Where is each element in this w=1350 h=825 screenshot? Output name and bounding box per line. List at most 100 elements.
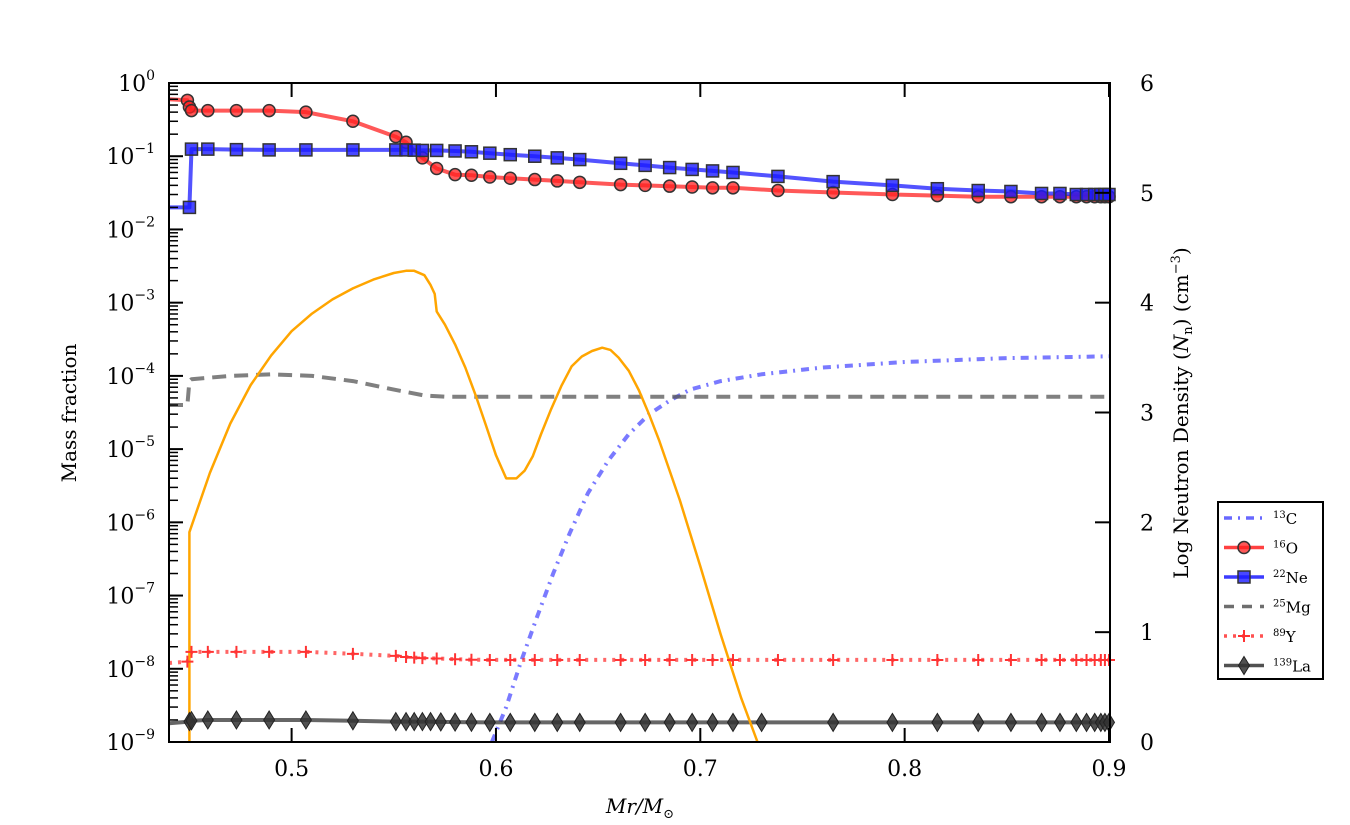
marker-139la (399, 711, 413, 732)
marker-22ne (1053, 186, 1067, 201)
marker-22ne (299, 143, 313, 157)
marker-16o (572, 175, 587, 190)
series-line-16o (169, 97, 1109, 199)
marker-89y (706, 653, 719, 666)
legend-label: 89Y (1273, 628, 1297, 646)
marker-139la (483, 712, 496, 733)
marker-89y (185, 645, 198, 658)
marker-22ne (685, 162, 699, 177)
marker-89y (639, 653, 652, 666)
y-left-tick-label: 10−2 (106, 214, 155, 243)
legend-label-element: La (1292, 658, 1311, 676)
marker-89y (416, 652, 429, 665)
marker-139la (827, 712, 840, 733)
y-right-tick-label: 5 (1140, 182, 1154, 207)
y-right-label-var: N (1169, 333, 1193, 353)
marker-139la (1070, 712, 1083, 733)
marker-22ne (464, 145, 479, 159)
marker-22ne (201, 142, 215, 156)
series-line-89y (169, 649, 1109, 665)
legend-marker-diamond (1237, 655, 1251, 676)
marker-89y (827, 653, 840, 666)
tick-base: 10 (106, 145, 134, 170)
marker-16o (429, 161, 444, 176)
marker-89y (528, 653, 541, 666)
series-line-13c (490, 354, 1110, 743)
marker-89y (727, 653, 739, 666)
marker-139la (299, 709, 312, 730)
marker-22ne (415, 143, 430, 158)
legend-frame (1217, 501, 1324, 680)
tick-base: 10 (106, 658, 134, 683)
marker-22ne (528, 149, 542, 163)
y-right-tick-label: 1 (1140, 621, 1154, 646)
tick-exponent: −8 (134, 654, 155, 670)
marker-139la (185, 710, 198, 731)
marker-layer (180, 93, 1116, 733)
marker-22ne (613, 156, 628, 171)
y-right-label-pre: Log Neutron Density ( (1169, 352, 1193, 578)
tick-exponent: 0 (146, 68, 155, 84)
marker-16o (705, 181, 720, 195)
marker-16o (503, 171, 518, 186)
marker-16o (346, 114, 360, 129)
tick-exponent: −3 (134, 288, 155, 304)
marker-139la (424, 711, 437, 732)
legend-label: 16O (1273, 540, 1298, 558)
x-tick-label: 0.7 (683, 757, 718, 782)
legend-label: 139La (1273, 658, 1311, 676)
tick-base: 10 (118, 72, 146, 97)
marker-139la (663, 712, 676, 733)
x-tick-label: 0.9 (1092, 757, 1127, 782)
marker-16o (638, 178, 652, 193)
y-left-tick-label: 10−8 (106, 654, 155, 683)
marker-16o (726, 181, 740, 195)
legend-label: 22Ne (1273, 569, 1308, 587)
marker-22ne (726, 165, 740, 180)
legend-marker-plus (1238, 630, 1250, 642)
legend-label-element: Mg (1286, 599, 1311, 617)
marker-139la (346, 710, 359, 731)
marker-139la (504, 712, 517, 733)
marker-139la (408, 711, 421, 732)
marker-89y (430, 652, 443, 665)
marker-89y (181, 655, 194, 668)
marker-139la (434, 711, 447, 732)
marker-22ne (930, 181, 945, 196)
marker-16o (771, 183, 785, 198)
plot-frame (168, 82, 1111, 743)
marker-22ne (1034, 186, 1049, 201)
marker-22ne (229, 142, 244, 157)
marker-16o (389, 129, 403, 144)
tick-exponent: −7 (134, 581, 155, 597)
x-axis-label-sub: ⊙ (663, 807, 674, 822)
y-left-tick-label: 10−9 (106, 727, 155, 756)
marker-16o (448, 167, 462, 182)
y-right-tick-label: 0 (1140, 731, 1154, 756)
marker-89y (663, 653, 676, 666)
marker-139la (931, 712, 944, 733)
marker-22ne (182, 200, 197, 215)
marker-22ne (346, 143, 360, 157)
legend-marker-square (1237, 570, 1251, 584)
marker-139la (886, 712, 899, 733)
y-left-tick-label: 10−7 (106, 581, 155, 610)
marker-89y (573, 653, 586, 666)
legend-item-89y: 89Y (1224, 628, 1297, 646)
marker-139la (639, 712, 652, 733)
tick-exponent: −6 (134, 507, 155, 523)
marker-22ne (662, 160, 677, 175)
tick-base: 10 (106, 365, 134, 390)
y-right-label-sup: −3 (1169, 255, 1184, 274)
y-right-axis-label: Log Neutron Density (Nn) (cm−3) (1169, 247, 1196, 578)
marker-139la (1004, 712, 1017, 733)
legend-item-139la: 139La (1224, 655, 1311, 676)
marker-22ne (503, 147, 518, 162)
marker-16o (229, 103, 244, 118)
marker-139la (449, 712, 462, 733)
marker-89y (1035, 653, 1048, 666)
y-right-tick-label: 4 (1140, 292, 1154, 317)
